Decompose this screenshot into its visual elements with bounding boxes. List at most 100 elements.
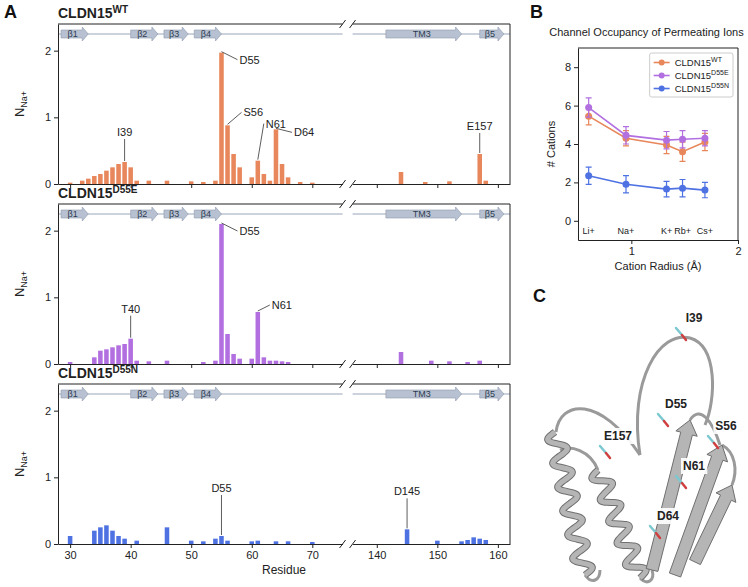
x-tick: 140 <box>368 544 386 561</box>
bar <box>465 540 470 544</box>
x-tick <box>437 364 438 368</box>
bar <box>201 541 206 544</box>
y-axis-title: NNa+ <box>12 91 29 117</box>
bar <box>249 177 254 184</box>
residue-stick <box>676 328 682 335</box>
annotation-leader <box>479 133 480 153</box>
bar <box>465 362 470 364</box>
y-axis-title-main: N <box>12 108 27 117</box>
y-axis-title-main: N <box>12 468 27 477</box>
x-tick-mark <box>498 544 499 548</box>
bar <box>447 181 452 184</box>
bar <box>231 354 236 364</box>
x-tick-mark <box>437 364 438 368</box>
label-backdrop <box>655 508 681 524</box>
annotation-leader <box>258 305 270 311</box>
x-tick-mark <box>191 364 192 368</box>
frame-line <box>510 24 511 184</box>
bar <box>280 164 285 184</box>
x-tick <box>377 184 378 188</box>
x-tick: 1 <box>629 240 635 257</box>
legend-marker <box>659 60 665 66</box>
bar <box>189 541 194 544</box>
x-tick-label: 140 <box>368 549 386 561</box>
label-backdrop <box>684 310 705 326</box>
bar <box>225 125 230 184</box>
secondary-structure-label: β3 <box>169 29 179 39</box>
residue-label: N61 <box>683 459 705 473</box>
frame-line <box>510 384 511 544</box>
y-tick-label: 1 <box>45 111 51 123</box>
error-bar <box>702 182 708 197</box>
panel-letter: C <box>533 286 546 306</box>
annotation: D55 <box>239 54 259 66</box>
x-tick: 60 <box>246 544 258 561</box>
y-tick: 6 <box>565 100 578 112</box>
error-bar <box>623 176 629 193</box>
bars <box>399 154 488 184</box>
structure-helix <box>548 432 593 575</box>
x-tick <box>252 364 253 368</box>
bar <box>477 361 482 364</box>
legend: CLDN15WTCLDN15D55ECLDN15D55N <box>650 53 733 97</box>
y-axis-title-subscript: Na+ <box>19 451 29 468</box>
bar <box>268 181 273 184</box>
bar <box>68 183 73 184</box>
axis-break <box>340 180 346 188</box>
annotation: S56 <box>244 106 264 118</box>
y-tick-label: 1 <box>45 471 51 483</box>
bar <box>189 181 194 184</box>
x-tick-mark <box>131 544 132 548</box>
annotation-leader <box>221 52 237 60</box>
y-tick: 2 <box>45 405 58 417</box>
title-text: CLDN15 <box>58 365 113 381</box>
y-tick-mark <box>54 51 58 52</box>
bar <box>399 352 404 364</box>
secondary-structure <box>480 27 504 41</box>
y-axis-title-main: N <box>12 288 27 297</box>
x-tick-label: 40 <box>125 549 137 561</box>
axis-break <box>340 200 346 208</box>
y-tick-label: 0 <box>45 178 51 190</box>
x-tick: 30 <box>64 544 76 561</box>
x-tick: 50 <box>186 544 198 561</box>
secondary-structure <box>164 387 188 401</box>
legend-marker <box>659 86 665 92</box>
error-bar <box>680 131 686 148</box>
structure-strand <box>690 485 736 565</box>
legend-label-superscript: WT <box>711 56 723 63</box>
y-axis: 012 <box>45 25 59 191</box>
bar <box>110 167 115 184</box>
frame-line <box>738 48 739 240</box>
bar <box>213 539 218 544</box>
legend-box <box>650 53 733 97</box>
bar <box>98 174 103 184</box>
annotation-leader <box>407 498 408 528</box>
y-tick: 2 <box>45 225 58 237</box>
residue-stick-tip <box>664 421 668 426</box>
y-tick: 2 <box>565 176 578 188</box>
residue-stick <box>676 476 682 483</box>
point-label: K+ <box>661 226 672 236</box>
y-tick-label: 2 <box>565 176 571 188</box>
frame-line <box>58 384 343 385</box>
point <box>623 132 630 139</box>
secondary-structure-label: β2 <box>137 209 147 219</box>
bar-panel: CLDN15WT012β1β2β3β4TM3β5I39D55S56N61D64E… <box>12 4 511 190</box>
chart-title: CLDN15WT <box>58 4 128 21</box>
title-superscript: D55N <box>112 364 138 375</box>
bar <box>128 167 133 184</box>
bar <box>268 361 273 364</box>
x-tick <box>498 184 499 188</box>
point-label: Rb+ <box>674 226 691 236</box>
x-tick-mark <box>377 544 378 548</box>
x-tick: 150 <box>429 544 447 561</box>
frame-line <box>578 48 738 49</box>
y-axis-title-subscript: Na+ <box>19 271 29 288</box>
secondary-structure <box>386 207 462 221</box>
y-tick-label: 0 <box>565 215 571 227</box>
secondary-structure <box>61 207 88 221</box>
x-tick <box>312 184 313 188</box>
secondary-structure <box>164 27 188 41</box>
bar-panel: CLDN15D55N3040506070140150160012β1β2β3β4… <box>12 364 511 577</box>
